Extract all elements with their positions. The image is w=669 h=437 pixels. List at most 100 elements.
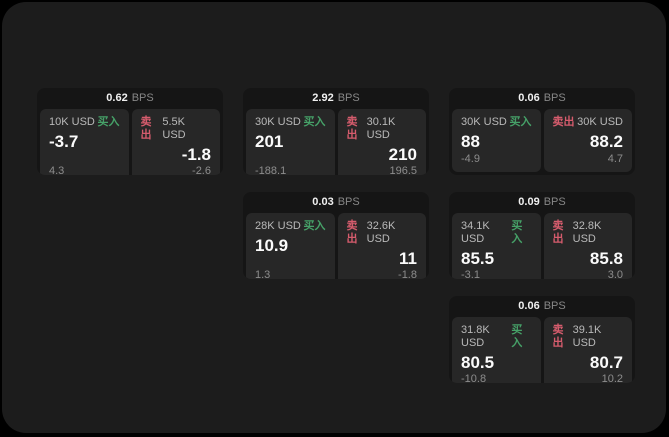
sell-amount: 39.1K USD xyxy=(572,324,602,349)
sell-pane[interactable]: 卖出 5.5K USD -1.8 -2.6 xyxy=(131,109,220,175)
sell-pane[interactable]: 卖出 32.8K USD 85.8 3.0 xyxy=(543,213,632,279)
bps-unit-label: BPS xyxy=(131,92,154,104)
buy-price: 10.9 xyxy=(255,236,289,255)
buy-side-label: 买入 xyxy=(511,324,523,349)
buy-pane[interactable]: 31.8K USD 买入 80.5 -10.8 xyxy=(452,317,541,383)
buy-delta: -4.9 xyxy=(461,153,480,165)
buy-pane-top: 31.8K USD 买入 xyxy=(461,324,532,350)
sell-price: 88.2 xyxy=(589,132,623,151)
sell-price: -1.8 xyxy=(181,145,211,164)
bps-unit-label: BPS xyxy=(543,300,566,312)
buy-pane[interactable]: 28K USD 买入 10.9 1.3 xyxy=(246,213,335,279)
buy-pane-top: 28K USD 买入 xyxy=(255,220,326,233)
spread-value: 0.62 xyxy=(106,92,128,104)
quote-card: 2.92 BPS 30K USD 买入 201 -188.1 卖出 30.1K … xyxy=(243,88,429,175)
app-panel: 0.62 BPS 10K USD 买入 -3.7 4.3 卖出 5.5K USD xyxy=(2,2,666,433)
quote-card-body: 30K USD 买入 201 -188.1 卖出 30.1K USD 210 1… xyxy=(243,109,429,175)
sell-delta: -2.6 xyxy=(192,165,211,175)
sell-pane-top: 卖出 32.6K USD xyxy=(347,220,418,246)
bps-unit-label: BPS xyxy=(543,92,566,104)
sell-side-label: 卖出 xyxy=(552,116,575,128)
buy-amount: 31.8K USD xyxy=(461,324,490,349)
buy-price: 85.5 xyxy=(461,249,495,268)
spread-header: 2.92 BPS xyxy=(243,88,429,109)
quote-card-body: 10K USD 买入 -3.7 4.3 卖出 5.5K USD -1.8 -2.… xyxy=(37,109,223,175)
buy-delta: -3.1 xyxy=(461,269,480,279)
sell-price: 210 xyxy=(388,145,417,164)
spread-value: 0.06 xyxy=(518,300,540,312)
buy-pane-top: 34.1K USD 买入 xyxy=(461,220,532,246)
sell-delta: 196.5 xyxy=(389,165,417,175)
buy-side-label: 买入 xyxy=(511,220,523,245)
bps-unit-label: BPS xyxy=(543,196,566,208)
buy-price: 201 xyxy=(255,132,284,151)
buy-side-label: 买入 xyxy=(303,116,326,128)
spread-header: 0.62 BPS xyxy=(37,88,223,109)
sell-pane[interactable]: 卖出 39.1K USD 80.7 10.2 xyxy=(543,317,632,383)
quote-card: 0.09 BPS 34.1K USD 买入 85.5 -3.1 卖出 32.8K… xyxy=(449,192,635,279)
buy-price: -3.7 xyxy=(49,132,79,151)
sell-delta: 4.7 xyxy=(607,153,623,165)
spread-header: 0.03 BPS xyxy=(243,192,429,213)
sell-pane[interactable]: 卖出 30K USD 88.2 4.7 xyxy=(543,109,632,172)
sell-pane[interactable]: 卖出 32.6K USD 11 -1.8 xyxy=(337,213,426,279)
buy-delta: -188.1 xyxy=(255,165,287,175)
buy-amount: 28K USD xyxy=(255,220,301,232)
spread-header: 0.06 BPS xyxy=(449,88,635,109)
sell-side-label: 卖出 xyxy=(346,116,358,141)
quote-card-body: 34.1K USD 买入 85.5 -3.1 卖出 32.8K USD 85.8… xyxy=(449,213,635,279)
spread-header: 0.09 BPS xyxy=(449,192,635,213)
sell-pane-top: 卖出 32.8K USD xyxy=(553,220,624,246)
spread-header: 0.06 BPS xyxy=(449,296,635,317)
bps-unit-label: BPS xyxy=(337,196,360,208)
buy-amount: 30K USD xyxy=(255,116,301,128)
sell-side-label: 卖出 xyxy=(140,116,152,141)
buy-side-label: 买入 xyxy=(303,220,326,232)
quote-tile-grid: 0.62 BPS 10K USD 买入 -3.7 4.3 卖出 5.5K USD xyxy=(37,88,635,383)
sell-price: 85.8 xyxy=(589,249,623,268)
sell-pane[interactable]: 卖出 30.1K USD 210 196.5 xyxy=(337,109,426,175)
buy-side-label: 买入 xyxy=(509,116,532,128)
sell-pane-top: 卖出 30K USD xyxy=(553,116,624,129)
quote-card: 0.62 BPS 10K USD 买入 -3.7 4.3 卖出 5.5K USD xyxy=(37,88,223,175)
quote-card: 0.03 BPS 28K USD 买入 10.9 1.3 卖出 32.6K US… xyxy=(243,192,429,279)
sell-pane-top: 卖出 5.5K USD xyxy=(141,116,212,142)
buy-price: 80.5 xyxy=(461,353,495,372)
sell-delta: 3.0 xyxy=(607,269,623,279)
quote-card: 0.06 BPS 30K USD 买入 88 -4.9 卖出 30K USD xyxy=(449,88,635,175)
sell-amount: 32.6K USD xyxy=(366,220,396,245)
sell-price: 11 xyxy=(399,249,417,268)
spread-value: 2.92 xyxy=(312,92,334,104)
sell-amount: 30K USD xyxy=(577,116,623,128)
sell-amount: 5.5K USD xyxy=(162,116,186,141)
buy-delta: -10.8 xyxy=(461,373,487,383)
sell-pane-top: 卖出 30.1K USD xyxy=(347,116,418,142)
buy-price: 88 xyxy=(461,132,480,151)
buy-delta: 4.3 xyxy=(49,165,65,175)
sell-side-label: 卖出 xyxy=(552,324,564,349)
sell-delta: 10.2 xyxy=(601,373,623,383)
buy-amount: 10K USD xyxy=(49,116,95,128)
sell-side-label: 卖出 xyxy=(346,220,358,245)
quote-card-body: 30K USD 买入 88 -4.9 卖出 30K USD 88.2 4.7 xyxy=(449,109,635,175)
buy-pane[interactable]: 30K USD 买入 201 -188.1 xyxy=(246,109,335,175)
sell-delta: -1.8 xyxy=(398,269,417,279)
quote-card-body: 28K USD 买入 10.9 1.3 卖出 32.6K USD 11 -1.8 xyxy=(243,213,429,279)
sell-price: 80.7 xyxy=(589,353,623,372)
spread-value: 0.06 xyxy=(518,92,540,104)
buy-pane[interactable]: 30K USD 买入 88 -4.9 xyxy=(452,109,541,172)
buy-pane-top: 10K USD 买入 xyxy=(49,116,120,129)
quote-card-body: 31.8K USD 买入 80.5 -10.8 卖出 39.1K USD 80.… xyxy=(449,317,635,383)
buy-pane[interactable]: 10K USD 买入 -3.7 4.3 xyxy=(40,109,129,175)
sell-amount: 30.1K USD xyxy=(366,116,396,141)
buy-delta: 1.3 xyxy=(255,269,271,279)
buy-amount: 30K USD xyxy=(461,116,507,128)
buy-pane-top: 30K USD 买入 xyxy=(255,116,326,129)
bps-unit-label: BPS xyxy=(337,92,360,104)
sell-pane-top: 卖出 39.1K USD xyxy=(553,324,624,350)
sell-amount: 32.8K USD xyxy=(572,220,602,245)
buy-side-label: 买入 xyxy=(97,116,120,128)
buy-pane-top: 30K USD 买入 xyxy=(461,116,532,129)
spread-value: 0.09 xyxy=(518,196,540,208)
buy-pane[interactable]: 34.1K USD 买入 85.5 -3.1 xyxy=(452,213,541,279)
